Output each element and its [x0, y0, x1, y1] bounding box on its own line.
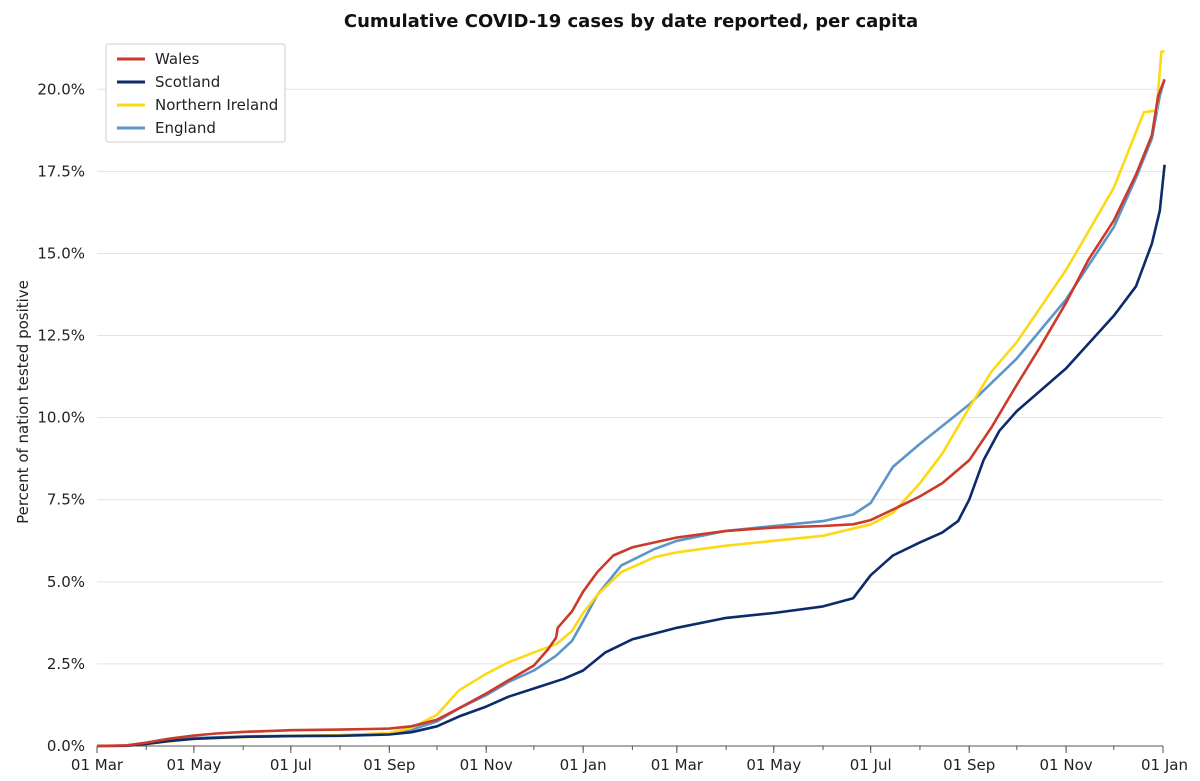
legend: Wales Scotland Northern Ireland England — [105, 43, 286, 143]
x-tick-label: 01 May — [166, 756, 221, 774]
series-line-wales — [96, 78, 1166, 748]
y-tick-label: 17.5% — [37, 162, 85, 180]
legend-label: Northern Ireland — [155, 96, 278, 114]
y-tick-label: 5.0% — [47, 573, 85, 591]
series-lines — [96, 50, 1166, 748]
x-tick-label: 01 Jul — [270, 756, 312, 774]
x-tick-label: 01 Jan — [1141, 756, 1188, 774]
y-tick-label: 12.5% — [37, 327, 85, 345]
x-tick-label: 01 Mar — [71, 756, 124, 774]
x-tick-label: 01 Jan — [560, 756, 607, 774]
y-tick-label: 10.0% — [37, 409, 85, 427]
x-tick-label: 01 Mar — [651, 756, 704, 774]
y-tick-label: 0.0% — [47, 737, 85, 755]
y-tick-label: 15.0% — [37, 244, 85, 262]
legend-label: Wales — [155, 50, 199, 68]
x-tick-label: 01 Jul — [850, 756, 892, 774]
x-tick-label: 01 Sep — [943, 756, 995, 774]
chart-title: Cumulative COVID-19 cases by date report… — [344, 11, 918, 32]
y-axis-label: Percent of nation tested positive — [14, 280, 32, 524]
x-tick-label: 01 Nov — [460, 756, 513, 774]
x-tick-label: 01 Sep — [363, 756, 415, 774]
series-line-england — [96, 79, 1166, 748]
y-tick-label: 2.5% — [47, 655, 85, 673]
x-tick-label: 01 May — [746, 756, 801, 774]
y-tick-label: 7.5% — [47, 491, 85, 509]
legend-label: England — [155, 119, 216, 137]
y-axis: 0.0% 2.5% 5.0% 7.5% 10.0% 12.5% 15.0% 17.5% 20.0… — [37, 80, 85, 755]
x-axis: 01 Mar 01 May 01 Jul 01 Sep 01 Nov 01 Jan 01 M… — [71, 745, 1188, 774]
legend-label: Scotland — [155, 73, 220, 91]
x-tick-label: 01 Nov — [1040, 756, 1093, 774]
legend-box — [105, 43, 286, 143]
gridlines — [97, 88, 1163, 665]
series-line-northern-ireland — [96, 50, 1165, 748]
y-tick-label: 20.0% — [37, 80, 85, 98]
series-line-scotland — [96, 164, 1166, 748]
